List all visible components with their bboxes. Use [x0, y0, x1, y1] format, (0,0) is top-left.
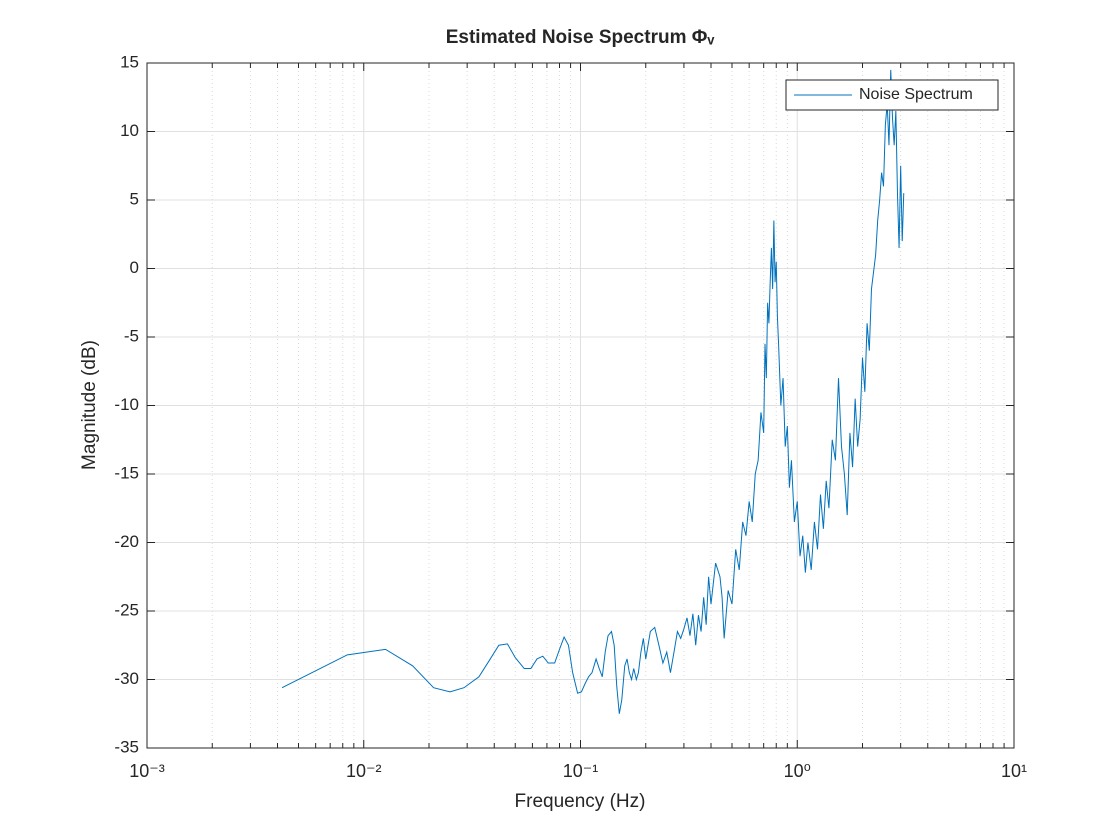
y-tick-label: -35 — [114, 737, 139, 756]
x-axis-label: Frequency (Hz) — [515, 791, 646, 812]
x-tick-label: 10⁻² — [346, 761, 382, 781]
chart-title: Estimated Noise Spectrum Φᵥ — [446, 27, 715, 48]
x-tick-label: 10¹ — [1001, 761, 1027, 781]
y-tick-label: -20 — [114, 532, 139, 551]
line-series — [281, 69, 905, 714]
y-axis-label: Magnitude (dB) — [79, 340, 100, 470]
y-tick-label: 5 — [130, 189, 139, 208]
y-tick-label: -10 — [114, 395, 139, 414]
y-tick-label: -5 — [124, 326, 139, 345]
y-tick-label: -25 — [114, 600, 139, 619]
y-tick-label: -15 — [114, 463, 139, 482]
y-tick-label: 10 — [120, 121, 139, 140]
x-tick-label: 10⁻³ — [129, 761, 165, 781]
x-tick-label: 10⁰ — [784, 761, 811, 781]
y-tick-label: 15 — [120, 52, 139, 71]
y-tick-label: 0 — [130, 258, 139, 277]
y-tick-label: -30 — [114, 669, 139, 688]
x-tick-label: 10⁻¹ — [563, 761, 599, 781]
plot-frame — [146, 62, 1015, 749]
legend-label: Noise Spectrum — [859, 86, 973, 103]
